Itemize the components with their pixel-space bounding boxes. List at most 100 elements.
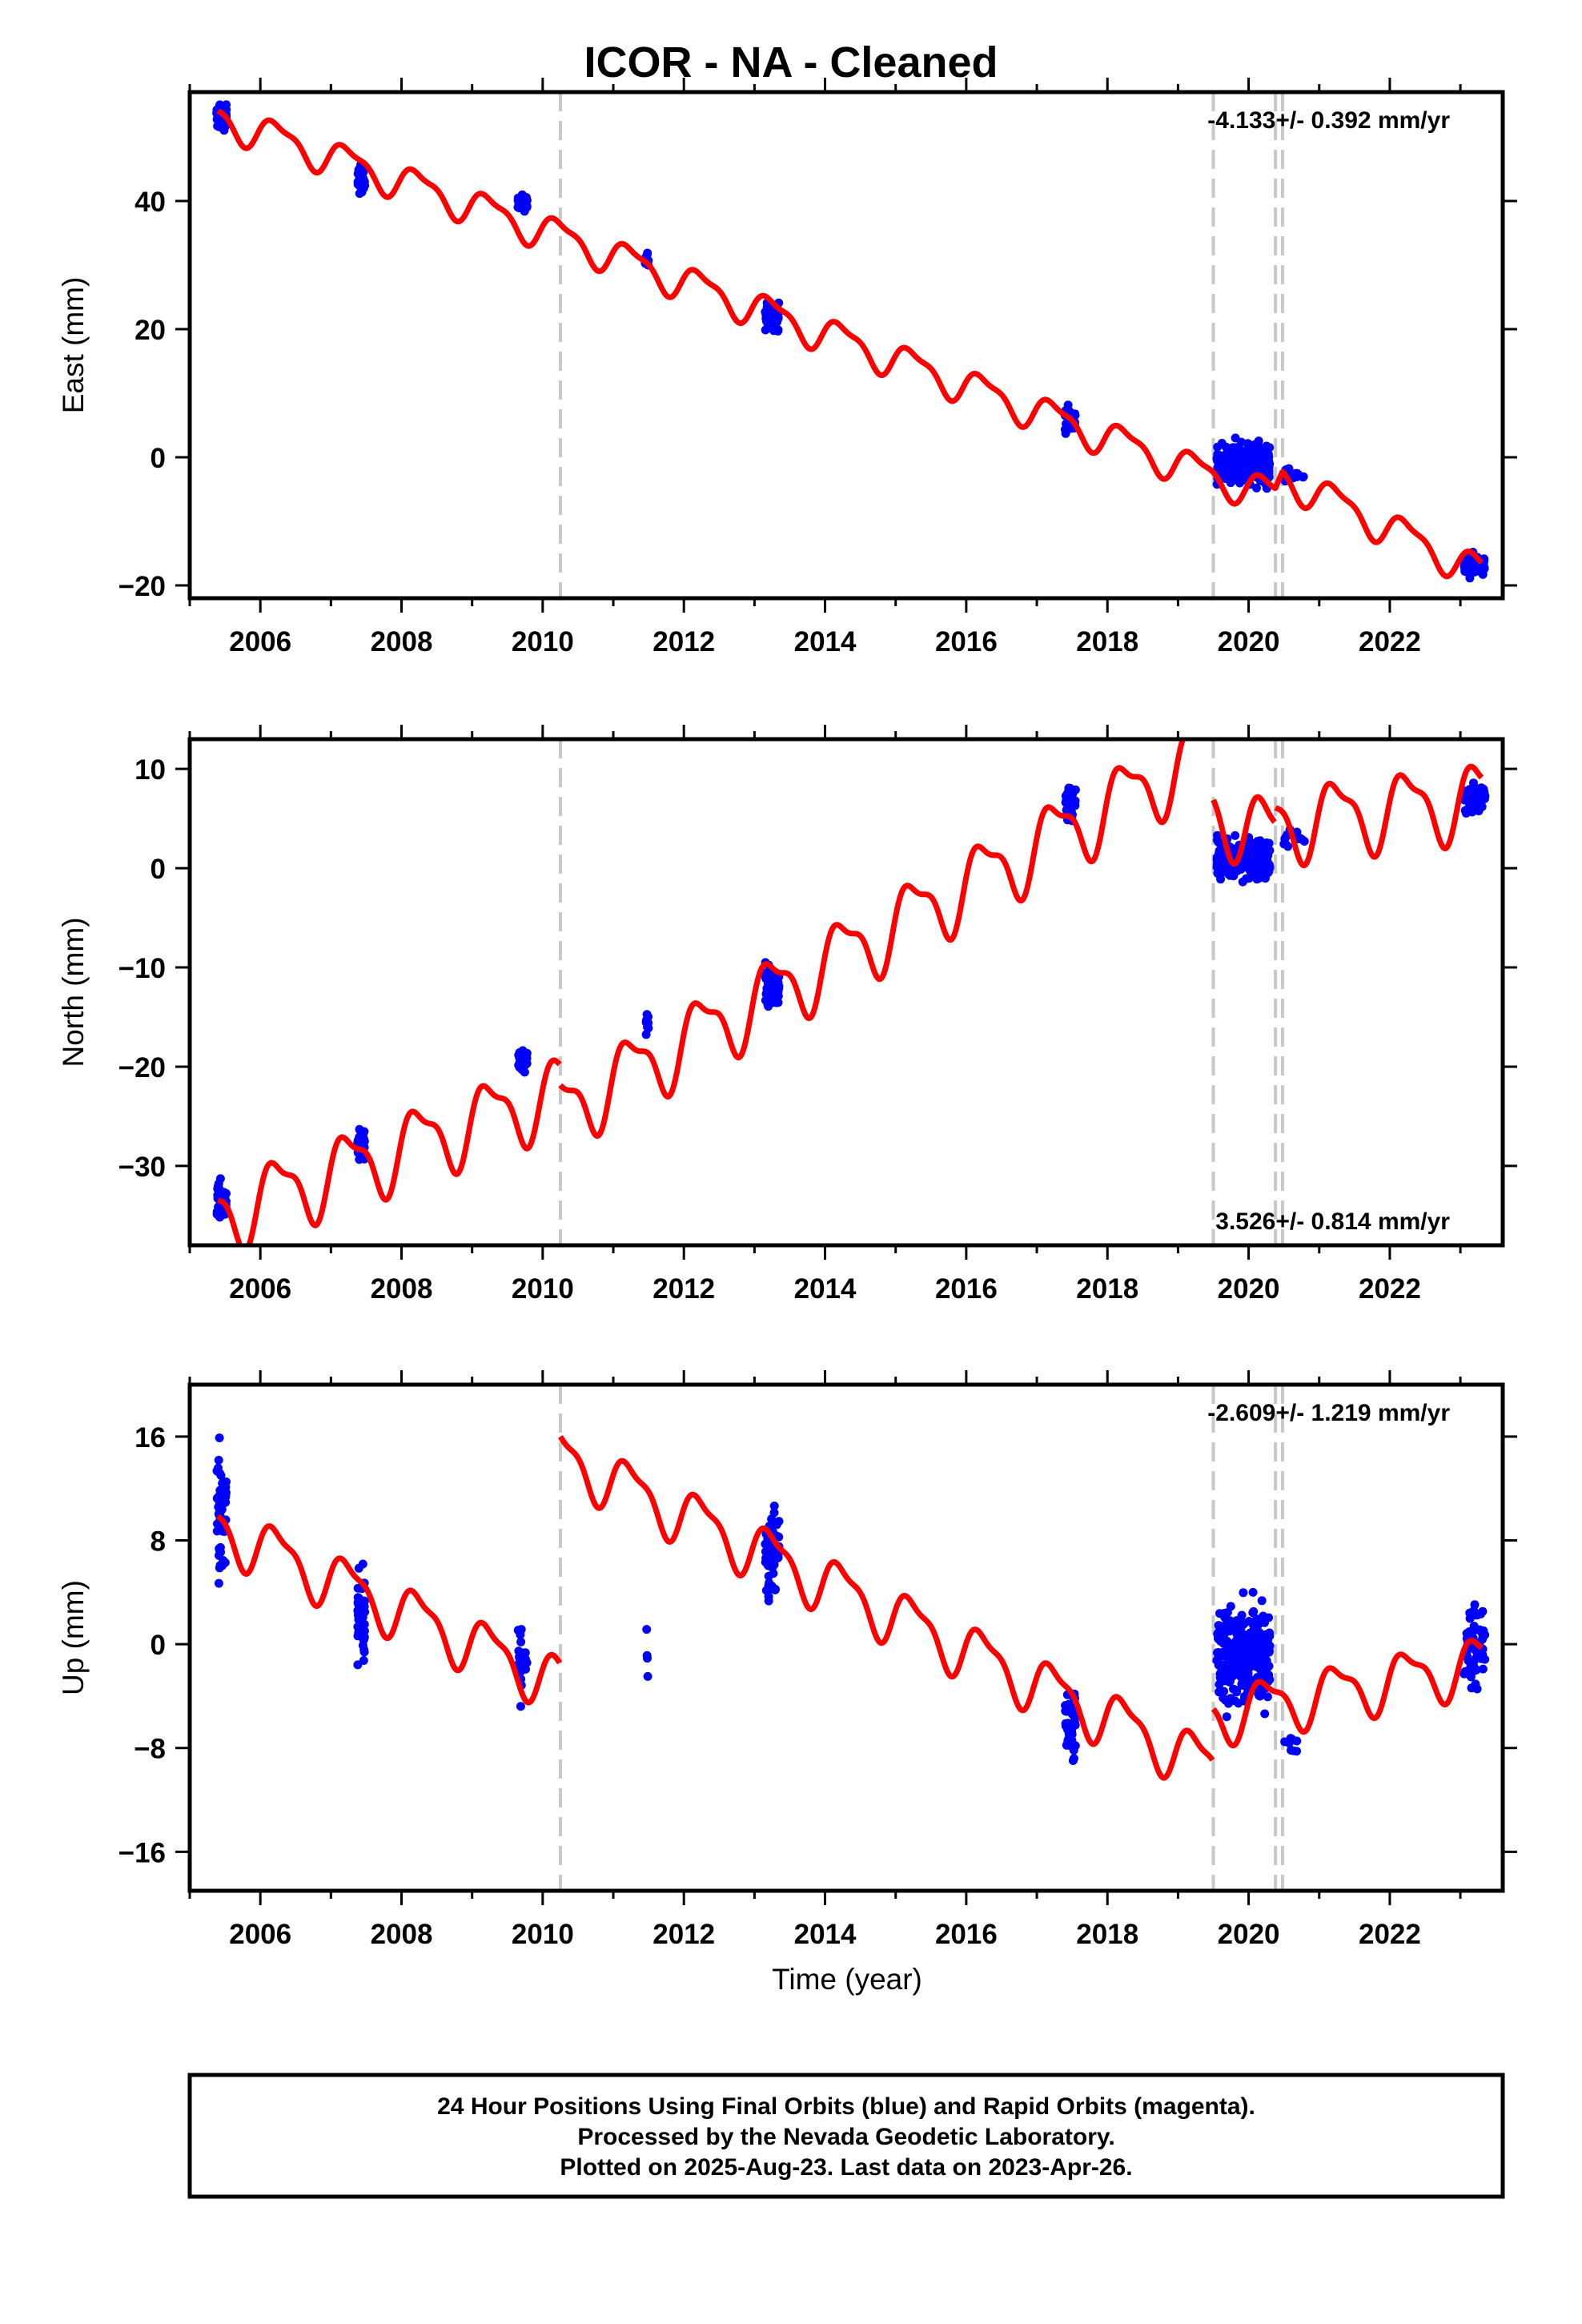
y-tick-label: 40 [135, 187, 166, 218]
x-tick-label: 2008 [371, 626, 433, 657]
data-point [1254, 436, 1263, 446]
plot-frame [187, 737, 1505, 1248]
data-point [1263, 1692, 1272, 1702]
x-tick-label: 2006 [229, 1919, 291, 1950]
data-point [1242, 874, 1251, 883]
data-point [1465, 1614, 1475, 1623]
plot-area [212, 1385, 1490, 1891]
data-point [213, 1519, 222, 1529]
data-point [1465, 1630, 1475, 1639]
data-point [1292, 1736, 1302, 1746]
data-point [1214, 1648, 1223, 1657]
x-tick-label: 2020 [1218, 1273, 1280, 1305]
panel-1: 2006 2008 2010 2012 2014 2016 2018 2020 2022 −20 0… [57, 78, 1517, 657]
panel-2: 2006 2008 2010 2012 2014 2016 2018 2020 2022 −30 −… [57, 725, 1517, 1305]
data-point [1239, 858, 1248, 867]
data-point [1464, 805, 1474, 814]
data-point [1257, 1646, 1267, 1655]
footer-line-1: 24 Hour Positions Using Final Orbits (bl… [437, 2093, 1255, 2120]
data-point [218, 1561, 227, 1570]
data-point [1264, 1613, 1274, 1622]
x-tick-label: 2010 [512, 626, 574, 657]
y-tick-label: 20 [135, 315, 166, 346]
plot-area [212, 92, 1489, 598]
x-tick-label: 2020 [1218, 626, 1280, 657]
data-point [1248, 1608, 1258, 1618]
footer-box [187, 2073, 1505, 2199]
data-point [1222, 1639, 1231, 1649]
data-point [1215, 1679, 1224, 1689]
rate-label: 3.526+/- 0.814 mm/yr [1215, 1208, 1450, 1235]
data-point [1264, 1671, 1274, 1680]
data-point [212, 1466, 222, 1476]
data-point [214, 1455, 223, 1465]
data-point [643, 1671, 652, 1681]
y-tick-label: −20 [118, 1052, 166, 1084]
x-tick-label: 2012 [652, 626, 715, 657]
x-tick-label: 2010 [512, 1919, 574, 1950]
y-tick-label: 8 [151, 1526, 166, 1557]
data-point [1239, 1588, 1248, 1598]
data-point [1258, 841, 1267, 850]
data-point [1292, 1747, 1301, 1756]
data-point [1222, 1712, 1231, 1722]
data-point [1232, 1687, 1242, 1697]
x-tick-label: 2006 [229, 1273, 291, 1305]
data-point [1226, 1602, 1235, 1611]
data-point [1265, 1631, 1275, 1641]
data-point [1226, 472, 1235, 482]
x-tick-label: 2016 [935, 1919, 998, 1950]
data-point [1469, 1622, 1479, 1630]
x-tick-label: 2018 [1076, 1919, 1138, 1950]
data-point [1474, 806, 1484, 816]
data-point [1252, 483, 1261, 493]
model-curve-segment-1 [215, 1514, 563, 1706]
data-point [1478, 1634, 1487, 1644]
plot-frame [187, 90, 1505, 601]
data-point [516, 1060, 526, 1070]
data-point [642, 1625, 652, 1634]
data-point [1256, 1636, 1266, 1646]
data-point [1478, 1606, 1488, 1616]
data-point [1245, 842, 1254, 851]
plot-frame [187, 1382, 1505, 1893]
data-point [219, 126, 229, 135]
data-point [522, 1054, 532, 1063]
plot-area [212, 739, 1490, 1245]
y-tick-label: −16 [118, 1837, 166, 1868]
data-point [762, 316, 771, 326]
data-point [214, 1181, 223, 1191]
data-point [1221, 1695, 1231, 1705]
data-point [764, 981, 773, 991]
model-curve-segment-2 [558, 739, 1215, 1139]
data-point [359, 1645, 369, 1655]
data-point [1246, 1628, 1255, 1638]
data-point [765, 1551, 774, 1560]
data-point [1261, 1657, 1271, 1667]
data-point [1233, 463, 1243, 472]
y-axis-label: North (mm) [57, 917, 90, 1067]
x-tick-label: 2020 [1218, 1919, 1280, 1950]
y-tick-label: −8 [134, 1734, 166, 1765]
y-tick-label: 0 [151, 1630, 166, 1661]
data-point [1215, 1687, 1224, 1697]
data-point [1239, 1691, 1249, 1701]
data-point [1264, 1647, 1274, 1657]
x-tick-label: 2006 [229, 626, 291, 657]
data-point [1261, 874, 1270, 883]
data-point [1070, 1741, 1080, 1751]
y-axis-label: East (mm) [57, 277, 90, 414]
footer-line-3: Plotted on 2025-Aug-23. Last data on 202… [560, 2154, 1132, 2181]
figure-title: ICOR - NA - Cleaned [584, 38, 998, 86]
x-tick-label: 2008 [371, 1273, 433, 1305]
x-tick-label: 2016 [935, 1273, 998, 1305]
data-point [1066, 1725, 1075, 1734]
y-tick-label: −20 [118, 571, 166, 602]
data-point [1223, 451, 1233, 460]
data-point [1250, 1653, 1259, 1663]
data-point [763, 999, 773, 1009]
data-point [1219, 1660, 1229, 1670]
data-point [1226, 1649, 1235, 1659]
data-point [1243, 1669, 1253, 1679]
